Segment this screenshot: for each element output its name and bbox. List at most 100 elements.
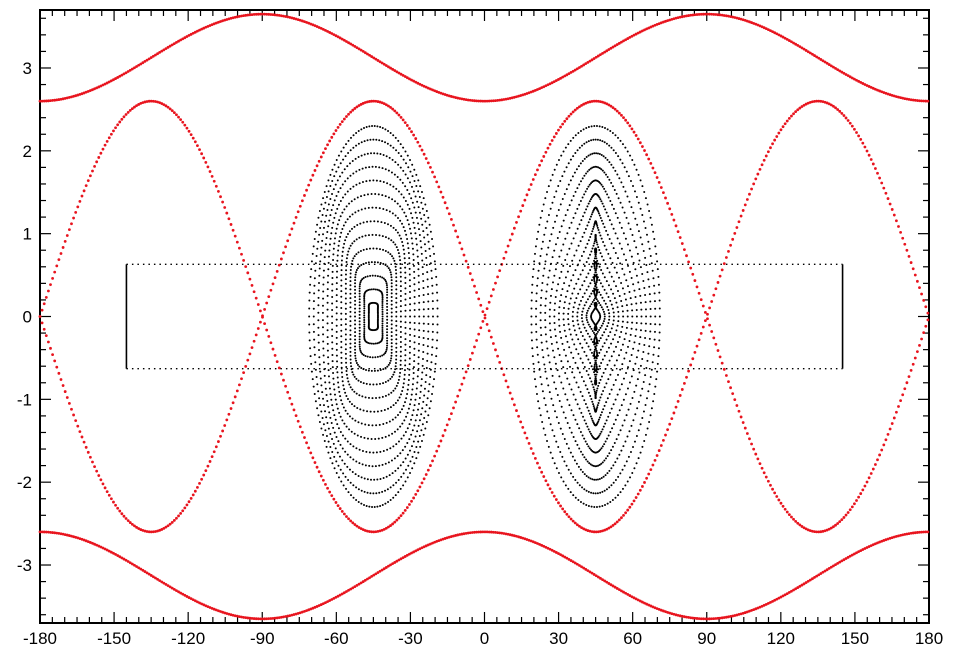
separatrix-point (256, 12, 260, 16)
separatrix-point (825, 568, 829, 572)
orbit-point (331, 347, 334, 350)
orbit-point (345, 143, 348, 146)
orbit-point (581, 296, 584, 299)
separatrix-point (156, 577, 159, 581)
orbit-point (324, 429, 327, 432)
separatrix-point (840, 70, 844, 74)
orbit-point (388, 269, 391, 272)
island-orbit-series (308, 125, 661, 508)
separatrix-point (899, 230, 902, 234)
separatrix-point (483, 313, 487, 317)
orbit-point (590, 491, 593, 494)
separatrix-point (342, 512, 346, 516)
orbit-point (390, 338, 393, 341)
orbit-point (564, 393, 567, 396)
separatrix-point (670, 17, 674, 21)
orbit-point (331, 296, 334, 299)
orbit-point (615, 285, 618, 288)
separatrix-point (481, 319, 485, 323)
orbit-point (391, 212, 394, 215)
orbit-point (596, 152, 599, 155)
separatrix-point (204, 160, 208, 164)
separatrix-point (657, 608, 661, 611)
separatrix-point (485, 307, 489, 311)
separatrix-point (382, 567, 386, 571)
orbit-point (566, 209, 569, 212)
orbit-point (637, 400, 640, 403)
orbit-point (611, 369, 614, 372)
separatrix-point (613, 44, 617, 48)
orbit-point (610, 275, 613, 278)
separatrix-point (196, 600, 199, 604)
orbit-point (335, 403, 338, 406)
orbit-point (543, 233, 546, 236)
orbit-point (358, 317, 361, 320)
orbit-point (360, 279, 363, 282)
orbit-point (620, 282, 623, 285)
orbit-point (557, 159, 560, 162)
separatrix-point (727, 249, 730, 253)
separatrix-point (294, 215, 298, 219)
separatrix-point (250, 284, 254, 287)
orbit-point (374, 288, 377, 291)
orbit-point (589, 305, 592, 308)
separatrix-point (794, 587, 798, 591)
orbit-point (333, 393, 336, 396)
orbit-point (321, 391, 324, 394)
separatrix-point (624, 591, 628, 595)
orbit-point (344, 450, 347, 453)
orbit-point (583, 419, 586, 422)
separatrix-point (267, 295, 271, 299)
orbit-point (348, 468, 351, 471)
separatrix-point (124, 113, 128, 116)
separatrix-point (76, 536, 80, 540)
orbit-point (645, 397, 648, 400)
separatrix-point (298, 18, 302, 22)
orbit-point (417, 261, 420, 264)
orbit-point (654, 323, 657, 326)
separatrix-point (177, 590, 180, 594)
orbit-point (616, 216, 619, 219)
orbit-point (395, 329, 398, 332)
separatrix-point (183, 506, 187, 510)
orbit-point (422, 279, 425, 282)
orbit-point (625, 414, 628, 417)
orbit-point (596, 406, 599, 409)
orbit-point (386, 331, 389, 334)
separatrix-point (584, 101, 588, 105)
separatrix-point (775, 597, 779, 601)
orbit-point (535, 315, 538, 318)
orbit-point (412, 440, 415, 443)
orbit-point (379, 369, 382, 372)
separatrix-point (750, 187, 753, 191)
separatrix-point (452, 95, 455, 99)
orbit-point (333, 237, 336, 240)
orbit-point (344, 352, 347, 355)
orbit-point (565, 166, 568, 169)
separatrix-point (760, 25, 764, 29)
separatrix-point (296, 18, 300, 22)
orbit-point (570, 388, 573, 391)
orbit-point (600, 168, 603, 171)
separatrix-point (349, 110, 353, 114)
orbit-point (639, 451, 642, 454)
orbit-point (644, 322, 647, 325)
orbit-point (329, 445, 332, 448)
orbit-point (418, 294, 421, 297)
orbit-point (406, 388, 409, 391)
orbit-point (343, 388, 346, 391)
orbit-point (363, 325, 366, 328)
separatrix-point (764, 27, 768, 31)
orbit-point (364, 423, 367, 426)
separatrix-point (565, 556, 569, 560)
separatrix-point (279, 372, 283, 376)
orbit-point (654, 245, 657, 248)
orbit-point (553, 168, 556, 171)
orbit-point (602, 425, 605, 428)
orbit-point (544, 197, 547, 200)
separatrix-point (599, 53, 602, 57)
orbit-point (331, 322, 334, 325)
orbit-point (381, 140, 384, 143)
separatrix-point (706, 12, 709, 16)
orbit-point (626, 243, 629, 246)
